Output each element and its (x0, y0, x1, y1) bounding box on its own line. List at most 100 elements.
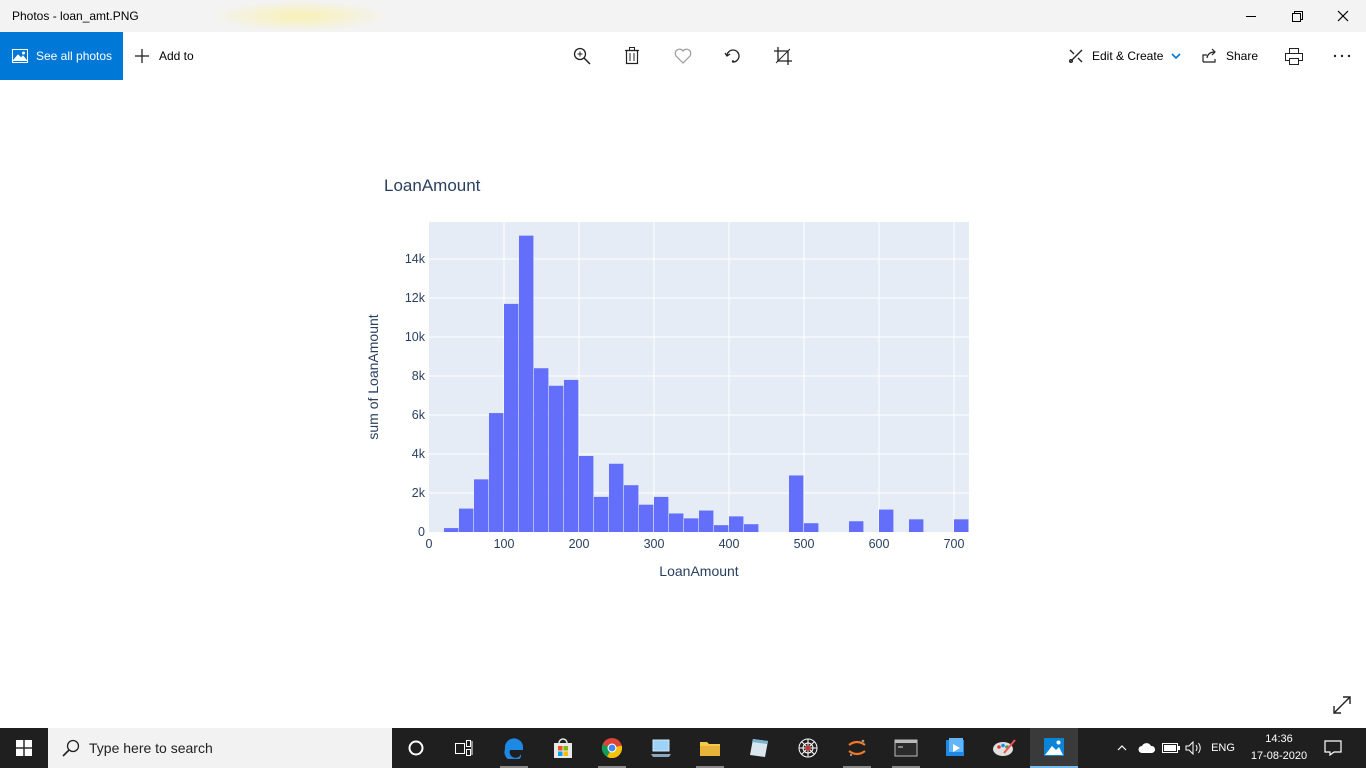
histogram-chart: 0 100 200 300 400 500 600 700 0 2k 4k 6k 8k 10k 12k 14k… (365, 222, 969, 579)
histogram-bar (804, 523, 819, 532)
paint-icon (993, 739, 1016, 756)
histogram-bar (474, 479, 489, 532)
histogram-bar (849, 521, 864, 532)
taskbar-spider-app[interactable] (784, 728, 832, 768)
show-hidden-icons-button[interactable] (1112, 728, 1132, 768)
store-icon (554, 738, 572, 758)
histogram-bar (504, 303, 519, 532)
taskbar-paint[interactable] (980, 728, 1028, 768)
folder-icon (700, 742, 720, 756)
task-view-button[interactable] (440, 728, 488, 768)
histogram-bar (594, 496, 609, 532)
histogram-bar (444, 528, 459, 532)
add-to-button[interactable]: Add to (134, 32, 194, 80)
system-clock[interactable]: 14:36 17-08-2020 (1250, 731, 1308, 765)
taskbar-photos[interactable] (1030, 728, 1078, 768)
y-tick-label: 2k (412, 486, 426, 500)
search-placeholder: Type here to search (89, 740, 213, 756)
cloud-icon (1138, 742, 1156, 753)
play-icon (946, 738, 964, 756)
taskbar-search-box[interactable]: Type here to search (48, 728, 392, 768)
crop-button[interactable] (771, 44, 795, 68)
task-view-icon (455, 740, 473, 756)
histogram-bar (669, 513, 684, 532)
computer-icon (651, 739, 671, 757)
cortana-icon (408, 740, 424, 756)
favorite-button[interactable] (671, 44, 695, 68)
histogram-bar (624, 485, 639, 532)
y-tick-label: 10k (405, 330, 426, 344)
see-all-photos-label: See all photos (36, 49, 113, 63)
y-tick-label: 12k (405, 291, 426, 305)
taskbar-store[interactable] (539, 728, 587, 768)
share-button[interactable]: Share (1202, 32, 1258, 80)
histogram-bar (954, 519, 969, 532)
histogram-bar (684, 518, 699, 532)
more-options-button[interactable] (1330, 44, 1354, 68)
x-tick-label: 400 (719, 537, 740, 551)
rotate-icon (724, 49, 740, 63)
y-tick-label: 8k (412, 369, 426, 383)
windows-icon (16, 740, 32, 756)
heart-icon (674, 48, 692, 64)
taskbar-terminal[interactable] (882, 728, 930, 768)
y-tick-label: 14k (405, 252, 426, 266)
action-center-button[interactable] (1318, 728, 1348, 768)
delete-button[interactable] (620, 44, 644, 68)
photos-toolbar: See all photos Add to Edit & Create S (0, 32, 1366, 80)
close-button[interactable] (1320, 0, 1366, 32)
histogram-bar (714, 525, 729, 532)
restore-icon (1291, 10, 1303, 22)
histogram-bar (534, 368, 549, 532)
close-icon (1337, 10, 1349, 22)
zoom-button[interactable] (570, 44, 594, 68)
jupyter-icon (848, 739, 866, 757)
battery-button[interactable] (1160, 728, 1182, 768)
cortana-button[interactable] (392, 728, 440, 768)
chevron-down-icon (1171, 53, 1181, 60)
histogram-bar (489, 413, 504, 532)
taskbar: Type here to search (0, 728, 1366, 768)
title-bar: Photos - loan_amt.PNG (0, 0, 1366, 32)
taskbar-notes[interactable] (735, 728, 783, 768)
restore-button[interactable] (1274, 0, 1320, 32)
histogram-bar (459, 508, 474, 532)
spider-web-icon (798, 738, 818, 758)
start-button[interactable] (0, 728, 48, 768)
language-indicator[interactable]: ENG (1211, 742, 1235, 754)
onedrive-button[interactable] (1136, 728, 1158, 768)
edit-create-label: Edit & Create (1092, 49, 1164, 63)
clock-date: 17-08-2020 (1250, 750, 1308, 762)
y-tick-label: 6k (412, 408, 426, 422)
rotate-button[interactable] (721, 44, 745, 68)
x-tick-label: 0 (426, 537, 433, 551)
search-icon (62, 739, 80, 757)
taskbar-media-player[interactable] (931, 728, 979, 768)
x-tick-label: 600 (869, 537, 890, 551)
zoom-in-icon (573, 47, 591, 65)
see-all-photos-button[interactable]: See all photos (0, 32, 123, 80)
taskbar-jupyter[interactable] (833, 728, 881, 768)
x-axis-title: LoanAmount (659, 563, 739, 579)
taskbar-edge[interactable] (490, 728, 538, 768)
taskbar-chrome[interactable] (588, 728, 636, 768)
edit-create-icon (1069, 49, 1083, 63)
fullscreen-button[interactable] (1330, 693, 1354, 717)
x-tick-label: 100 (494, 537, 515, 551)
x-tick-label: 200 (569, 537, 590, 551)
histogram-bar (729, 516, 744, 532)
minimize-button[interactable] (1228, 0, 1274, 32)
battery-icon (1162, 743, 1180, 753)
edit-create-button[interactable]: Edit & Create (1068, 32, 1181, 80)
y-axis-title: sum of LoanAmount (365, 314, 381, 439)
taskbar-this-pc[interactable] (637, 728, 685, 768)
volume-button[interactable] (1183, 728, 1205, 768)
minimize-icon (1246, 16, 1256, 17)
print-button[interactable] (1282, 44, 1306, 68)
taskbar-file-explorer[interactable] (686, 728, 734, 768)
y-tick-label: 0 (418, 525, 425, 539)
x-tick-label: 300 (644, 537, 665, 551)
window-title: Photos - loan_amt.PNG (12, 9, 139, 23)
chrome-icon (601, 738, 623, 759)
crop-icon (774, 47, 792, 65)
